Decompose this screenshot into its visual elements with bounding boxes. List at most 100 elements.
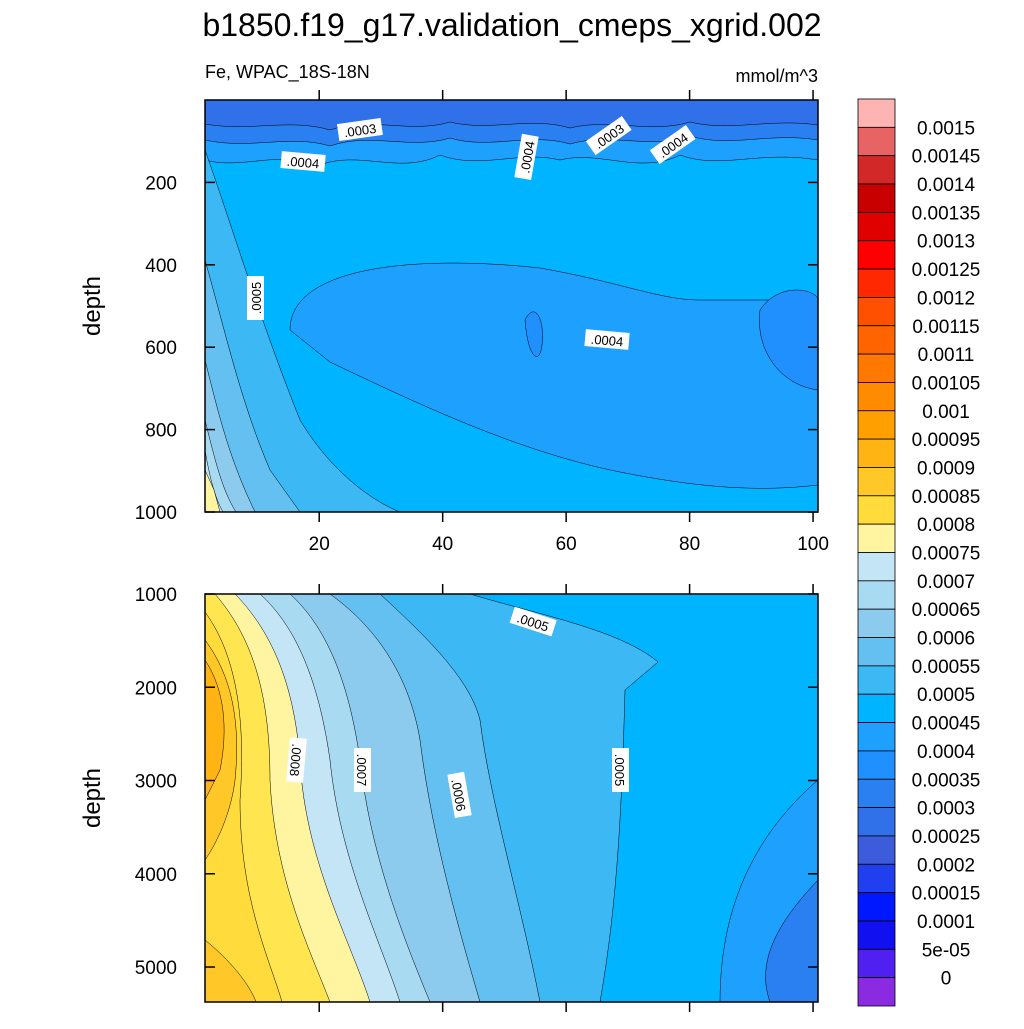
colorbar-label: 0.00055 [912, 657, 981, 678]
contour-label-box [286, 737, 307, 783]
contour-label-box [354, 748, 371, 792]
colorbar-label: 0 [941, 969, 952, 990]
colorbar-label: 0.0014 [917, 175, 976, 196]
colorbar-label: 5e-05 [922, 940, 971, 961]
contour-label-text: .0004 [590, 332, 624, 350]
colorbar-box [857, 467, 896, 497]
y-tick-label: 1000 [135, 585, 177, 606]
contour-label-box [584, 329, 630, 350]
y-axis-label: depth [79, 768, 106, 828]
y-tick-label: 200 [145, 173, 177, 194]
colorbar-label: 0.00045 [912, 714, 981, 735]
contour-label-text: .0004 [517, 140, 537, 175]
colorbar-box [857, 382, 896, 412]
contour-label-text: .0003 [343, 121, 377, 140]
colorbar-box [857, 750, 896, 780]
colorbar-box [857, 637, 896, 667]
contour-field [205, 100, 818, 512]
colorbar-box [857, 892, 896, 922]
x-tick-label: 100 [797, 534, 829, 555]
colorbar-box [857, 297, 896, 327]
contour-label: .0004 [514, 133, 539, 181]
colorbar-label: 0.00145 [912, 147, 981, 168]
contour-label-box [612, 748, 629, 792]
colorbar-box [857, 807, 896, 837]
contour-fill [205, 149, 401, 512]
colorbar-label: 0.0008 [917, 515, 975, 536]
colorbar-box [857, 240, 896, 270]
y-tick-label: 400 [145, 256, 177, 277]
colorbar-label: 0.00135 [912, 203, 981, 224]
colorbar-label: 0.0009 [917, 458, 975, 479]
y-tick-label: 5000 [135, 958, 177, 979]
colorbar-label: 0.0011 [918, 345, 975, 366]
colorbar-label: 0.00125 [912, 260, 981, 281]
contour-label-box [585, 116, 632, 156]
y-tick-label: 600 [145, 338, 177, 359]
colorbar-label: 0.0003 [917, 799, 975, 820]
x-tick-label: 80 [679, 534, 700, 555]
colorbar-box [857, 948, 896, 979]
colorbar-label: 0.00105 [912, 373, 981, 394]
colorbar-box [857, 353, 896, 383]
colorbar-box [857, 608, 896, 638]
x-tick-label: 40 [432, 534, 453, 555]
x-tick-label: 20 [309, 534, 330, 555]
colorbar-box [857, 778, 896, 808]
contour-label: .0005 [247, 276, 264, 320]
contour-label: .0005 [612, 748, 629, 792]
colorbar-box [857, 722, 896, 752]
contour-label: .0008 [286, 737, 307, 783]
colorbar-label: 0.0013 [917, 232, 975, 253]
contour-label-box [336, 118, 383, 141]
colorbar-box [857, 410, 896, 440]
colorbar-label: 0.00065 [912, 600, 981, 621]
colorbar-label: 0.0015 [917, 118, 975, 139]
colorbar-box [857, 155, 896, 185]
colorbar-box [857, 126, 896, 157]
colorbar-box [857, 98, 896, 128]
contour-label-box [247, 276, 264, 320]
y-tick-label: 2000 [135, 678, 177, 699]
colorbar-label: 0.00085 [912, 487, 981, 508]
contour-field [205, 594, 818, 1002]
colorbar-label: 0.0007 [917, 572, 975, 593]
contour-label: .0004 [584, 329, 630, 350]
contour-label: .0004 [280, 151, 326, 172]
contour-label-text: .0004 [286, 154, 320, 172]
contour-label: .0007 [354, 748, 371, 792]
colorbar-box [857, 835, 896, 865]
colorbar-label: 0.00115 [912, 317, 979, 338]
y-tick-label: 800 [145, 421, 177, 442]
colorbar-box [857, 325, 896, 355]
contour-label-text: .0007 [354, 754, 369, 787]
contour-label: .0003 [336, 118, 383, 141]
colorbar-box [857, 523, 896, 553]
left-string: Fe, WPAC_18S-18N [205, 62, 370, 83]
colorbar-box [857, 863, 896, 894]
colorbar-box [857, 552, 896, 582]
contour-label-text: .0005 [249, 282, 264, 315]
colorbar-box [857, 438, 896, 468]
colorbar-box [857, 268, 896, 298]
colorbar-box [857, 977, 896, 1007]
colorbar-box [857, 693, 896, 723]
contour-label-text: .0006 [448, 778, 468, 813]
contour-fill [205, 469, 221, 512]
colorbar-label: 0.001 [922, 402, 970, 423]
colorbar-box [857, 211, 896, 242]
x-tick-label: 60 [556, 534, 577, 555]
contour-label: .0006 [447, 771, 472, 819]
y-tick-label: 3000 [135, 772, 177, 793]
plot-frame [204, 99, 819, 513]
right-string: mmol/m^3 [736, 66, 818, 86]
colorbar-box [857, 580, 896, 610]
y-tick-label: 4000 [135, 865, 177, 886]
contour-label-box [649, 125, 696, 165]
contour-label-box [514, 133, 539, 181]
contour-label-box [509, 606, 557, 637]
colorbar-box [857, 183, 896, 213]
colorbar-label: 0.00035 [912, 770, 981, 791]
colorbar-label: 0.0012 [917, 288, 975, 309]
